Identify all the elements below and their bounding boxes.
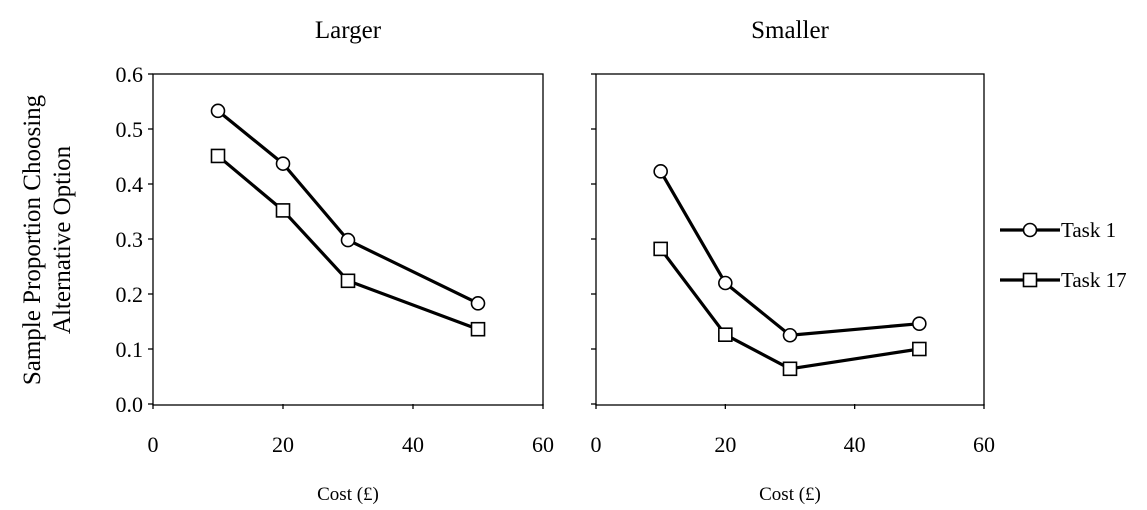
data-point-task-1 [653,164,668,179]
data-point-task-1 [210,103,226,119]
series-line-task-17 [216,154,479,331]
data-point-task-17 [718,327,733,343]
y-tick-label: 0.4 [116,172,144,197]
legend-item: Task 1 [1000,218,1116,242]
x-tick-label: 40 [402,432,424,457]
y-axis-label: Sample Proportion Choosing Alternative Op… [19,94,76,385]
y-tick-label: 0.1 [116,337,144,362]
y-tick-label: 0.6 [116,62,144,87]
x-axis-ticks: 0 20 40 60 [148,404,554,457]
data-point-task-1 [912,316,927,332]
legend-label: Task 1 [1061,218,1116,242]
data-point-task-17 [653,241,668,257]
x-axis-label: Cost (£) [317,484,379,505]
data-point-task-1 [782,327,798,343]
y-axis-label-line: Sample Proportion Choosing [19,94,46,385]
x-tick-label: 20 [272,432,294,457]
series-line-task-17 [659,247,920,371]
x-tick-label: 0 [591,432,602,457]
series-layer [653,164,927,377]
x-axis-ticks: 0 20 40 60 [591,404,995,457]
legend: Task 1 Task 17 [1000,218,1127,292]
x-tick-label: 0 [148,432,159,457]
y-tick-label: 0.2 [116,282,144,307]
series-line-task-1 [659,170,920,337]
y-tick-label: 0.3 [116,227,144,252]
y-tick-label: 0.5 [116,117,144,142]
legend-label: Task 17 [1061,268,1127,292]
series-line-task-1 [216,109,479,305]
x-tick-label: 20 [714,432,736,457]
data-point-task-1 [340,232,356,248]
data-point-task-17 [470,321,486,337]
data-point-task-1 [275,156,291,171]
data-point-task-17 [912,341,927,357]
data-point-task-1 [718,275,733,291]
legend-marker-square [1022,272,1038,288]
x-tick-label: 60 [532,432,554,457]
chart-panel-larger: Larger 0.0 0.1 0.2 0.3 0.4 0.5 0.6 0 20 40 60 Cos… [116,17,555,505]
y-axis-ticks [591,73,596,405]
data-point-task-1 [470,296,486,311]
series-layer [210,103,486,337]
chart-panel-smaller: Smaller 0 20 40 60 Cost (£) [591,17,996,505]
data-point-task-17 [340,273,356,289]
panel-title: Larger [315,17,382,44]
data-point-task-17 [782,361,798,377]
y-axis-label-line: Alternative Option [49,145,76,334]
data-point-task-17 [275,203,291,218]
x-tick-label: 60 [973,432,995,457]
panel-title: Smaller [751,17,829,44]
data-point-task-17 [210,148,226,164]
y-tick-label: 0.0 [116,392,144,417]
x-tick-label: 40 [844,432,866,457]
y-axis-ticks: 0.0 0.1 0.2 0.3 0.4 0.5 0.6 [116,62,153,417]
legend-marker-circle [1022,222,1038,238]
legend-item: Task 17 [1000,268,1127,292]
x-axis-label: Cost (£) [759,484,821,505]
